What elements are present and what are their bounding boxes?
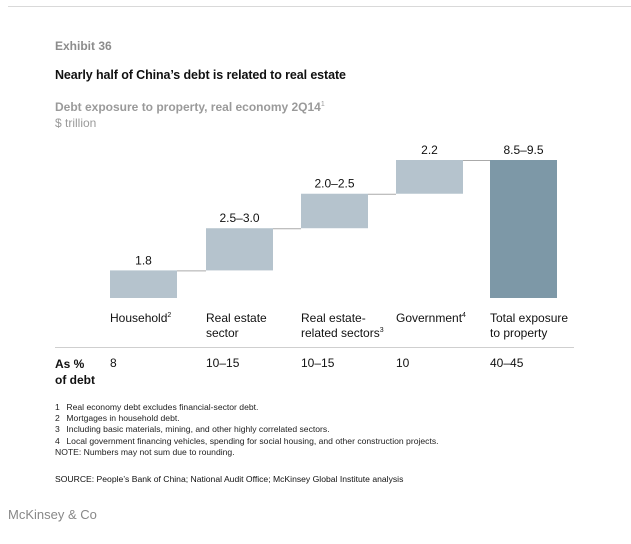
subtitle-footnote-ref: 1 (320, 101, 325, 108)
pct-of-debt-5: 40–45 (490, 356, 524, 370)
category-label-4: Government4 (396, 311, 466, 325)
table-divider (55, 347, 574, 348)
footnote-ref: 3 (379, 327, 384, 334)
footnote-2: 2 Mortgages in household debt. (55, 413, 180, 424)
value-label-4: 2.2 (421, 143, 438, 157)
category-label-3: Real estate-related sectors3 (301, 311, 384, 340)
bar-2 (206, 228, 273, 271)
value-label-2: 2.5–3.0 (219, 211, 259, 225)
bar-5 (490, 160, 557, 298)
footnote-4: 4 Local government financing vehicles, s… (55, 435, 439, 446)
chart-subtitle: Debt exposure to property, real economy … (55, 100, 325, 114)
pct-of-debt-label: As % of debt (55, 356, 95, 388)
bar-4 (396, 160, 463, 194)
unit-label: $ trillion (55, 116, 97, 130)
category-label-1: Household2 (110, 311, 172, 325)
footnote-ref: 2 (167, 312, 172, 319)
pct-label-line-2: of debt (55, 373, 95, 387)
pct-of-debt-3: 10–15 (301, 356, 335, 370)
subtitle-text: Debt exposure to property, real economy … (55, 100, 321, 114)
bar-3 (301, 193, 368, 229)
brand-logo-text: McKinsey & Co (8, 507, 97, 522)
rounding-note: NOTE: Numbers may not sum due to roundin… (55, 446, 235, 457)
exhibit-number: Exhibit 36 (55, 39, 112, 53)
value-label-5: 8.5–9.5 (503, 143, 543, 157)
waterfall-chart: 1.8 2.5–3.0 2.0–2.5 2.2 8.5–9.5 (110, 143, 557, 298)
pct-label-line-1: As % (55, 357, 85, 371)
pct-of-debt-4: 10 (396, 356, 410, 370)
top-border (8, 6, 631, 7)
footnote-3: 3 Including basic materials, mining, and… (55, 424, 330, 435)
pct-of-debt-2: 10–15 (206, 356, 240, 370)
source-line: SOURCE: People’s Bank of China; National… (55, 474, 404, 484)
footnote-ref: 4 (462, 312, 466, 319)
category-label-5: Total exposure to property (490, 311, 569, 340)
bar-1 (110, 270, 177, 298)
chart-title: Nearly half of China’s debt is related t… (55, 68, 346, 82)
pct-of-debt-1: 8 (110, 356, 117, 370)
footnote-1: 1 Real economy debt excludes financial-s… (55, 402, 259, 412)
value-label-3: 2.0–2.5 (314, 177, 354, 191)
category-label-2: Real estate sector (206, 311, 267, 340)
value-label-1: 1.8 (135, 253, 152, 267)
footnotes: 1 Real economy debt excludes financial-s… (55, 402, 439, 458)
